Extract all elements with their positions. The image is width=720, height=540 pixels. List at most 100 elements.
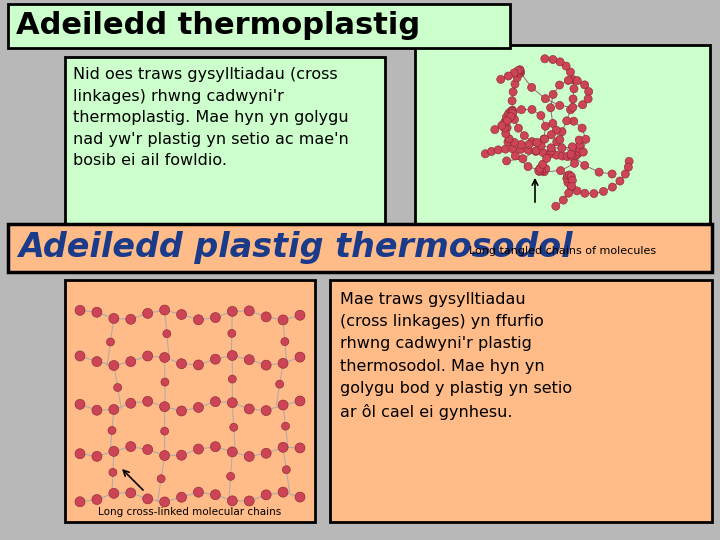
Circle shape <box>502 130 510 138</box>
Circle shape <box>546 104 554 112</box>
Circle shape <box>516 69 525 77</box>
Circle shape <box>114 383 122 392</box>
Circle shape <box>507 112 515 120</box>
Circle shape <box>625 157 633 165</box>
Circle shape <box>160 497 170 507</box>
Circle shape <box>599 187 608 195</box>
Circle shape <box>176 309 186 320</box>
Circle shape <box>558 144 566 152</box>
Circle shape <box>564 179 572 187</box>
Circle shape <box>244 355 254 365</box>
Circle shape <box>244 306 254 316</box>
Circle shape <box>564 189 572 197</box>
Circle shape <box>278 315 288 325</box>
Circle shape <box>580 148 588 156</box>
Circle shape <box>541 94 549 103</box>
Circle shape <box>547 147 556 155</box>
Circle shape <box>549 119 557 127</box>
Circle shape <box>126 314 136 324</box>
Circle shape <box>504 72 513 80</box>
Circle shape <box>278 359 288 368</box>
Circle shape <box>608 170 616 178</box>
Circle shape <box>228 306 238 316</box>
Circle shape <box>538 166 546 174</box>
Circle shape <box>194 315 204 325</box>
Circle shape <box>570 159 579 167</box>
Circle shape <box>584 95 592 103</box>
Circle shape <box>546 150 554 158</box>
Circle shape <box>508 112 516 120</box>
Text: Adeiledd plastig thermosodol: Adeiledd plastig thermosodol <box>18 232 572 265</box>
Circle shape <box>562 62 570 70</box>
Circle shape <box>276 380 284 388</box>
Circle shape <box>563 117 571 125</box>
Circle shape <box>521 132 528 140</box>
Circle shape <box>109 468 117 476</box>
Circle shape <box>160 450 170 461</box>
Circle shape <box>244 404 254 414</box>
Circle shape <box>549 90 557 98</box>
Circle shape <box>595 168 603 176</box>
Circle shape <box>547 144 555 152</box>
Circle shape <box>295 396 305 406</box>
Circle shape <box>621 170 629 178</box>
Circle shape <box>210 490 220 500</box>
Circle shape <box>176 492 186 502</box>
Circle shape <box>92 356 102 367</box>
Circle shape <box>176 406 186 416</box>
Circle shape <box>511 80 519 88</box>
Circle shape <box>541 135 549 143</box>
Circle shape <box>540 135 548 143</box>
FancyBboxPatch shape <box>8 224 712 272</box>
Circle shape <box>228 375 236 383</box>
Circle shape <box>281 338 289 346</box>
Circle shape <box>570 85 578 93</box>
Circle shape <box>75 305 85 315</box>
Circle shape <box>517 140 525 148</box>
Circle shape <box>515 69 523 77</box>
Text: Mae traws gysylltiadau
(cross linkages) yn ffurfio
rhwng cadwyni'r plastig
therm: Mae traws gysylltiadau (cross linkages) … <box>340 292 572 420</box>
Circle shape <box>497 76 505 84</box>
Circle shape <box>567 106 575 114</box>
Circle shape <box>564 172 572 180</box>
Circle shape <box>575 136 583 144</box>
Circle shape <box>503 124 511 132</box>
Circle shape <box>126 399 136 408</box>
Circle shape <box>541 55 549 63</box>
Circle shape <box>573 77 581 85</box>
Circle shape <box>507 107 515 116</box>
Circle shape <box>109 313 119 323</box>
Circle shape <box>228 447 238 457</box>
Circle shape <box>549 56 557 64</box>
Circle shape <box>160 402 170 411</box>
Circle shape <box>295 443 305 453</box>
Circle shape <box>92 307 102 317</box>
Circle shape <box>109 361 119 370</box>
Circle shape <box>541 122 549 130</box>
Circle shape <box>126 488 136 498</box>
Circle shape <box>508 109 516 117</box>
Circle shape <box>210 313 220 322</box>
Circle shape <box>608 183 616 191</box>
Circle shape <box>143 444 153 455</box>
Circle shape <box>278 442 288 453</box>
FancyBboxPatch shape <box>65 280 315 522</box>
Circle shape <box>553 138 561 146</box>
Circle shape <box>228 496 238 506</box>
Circle shape <box>505 109 513 117</box>
Circle shape <box>126 356 136 367</box>
Circle shape <box>624 163 632 171</box>
Circle shape <box>535 167 544 176</box>
Circle shape <box>567 150 575 158</box>
FancyBboxPatch shape <box>65 57 385 232</box>
FancyBboxPatch shape <box>8 4 510 48</box>
Circle shape <box>108 427 116 435</box>
Circle shape <box>567 173 575 181</box>
Circle shape <box>536 164 544 172</box>
Circle shape <box>532 147 540 156</box>
Circle shape <box>576 141 584 149</box>
Circle shape <box>498 122 506 130</box>
Circle shape <box>565 171 573 179</box>
Circle shape <box>278 487 288 497</box>
Circle shape <box>539 148 547 157</box>
